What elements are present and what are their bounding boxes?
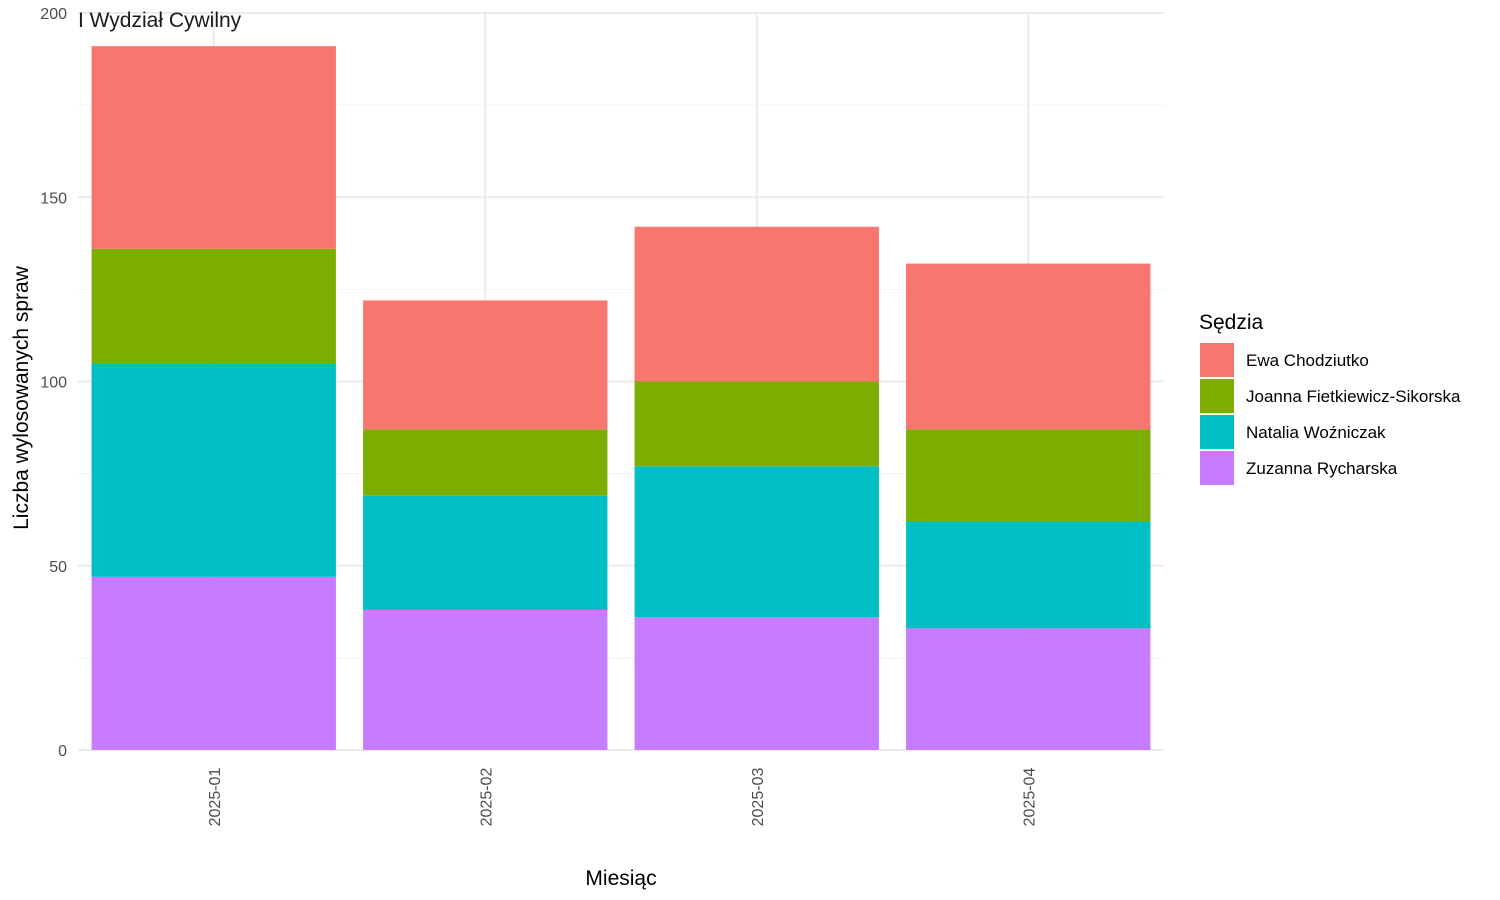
y-tick-label: 100: [40, 375, 67, 392]
legend-item: Joanna Fietkiewicz-Sikorska: [1200, 379, 1461, 413]
legend: Sędzia Ewa Chodziutko Joanna Fietkiewicz-…: [1199, 311, 1461, 485]
bar-segment: [634, 226, 879, 382]
bar-segment: [91, 248, 336, 364]
x-tick-label: 2025-01: [207, 768, 224, 827]
legend-label: Ewa Chodziutko: [1246, 351, 1369, 370]
bar-segment: [91, 46, 336, 249]
bar-segment: [906, 429, 1151, 522]
bar-segment: [906, 628, 1151, 750]
legend-items: Ewa Chodziutko Joanna Fietkiewicz-Sikorsk…: [1200, 343, 1461, 485]
legend-label: Joanna Fietkiewicz-Sikorska: [1246, 387, 1461, 406]
legend-label: Natalia Woźniczak: [1246, 423, 1386, 442]
legend-key: [1200, 451, 1234, 485]
legend-item: Natalia Woźniczak: [1200, 415, 1386, 449]
bar-segment: [363, 495, 608, 610]
bar-segment: [363, 300, 608, 430]
x-tick-label: 2025-03: [750, 768, 767, 827]
y-axis-title: Liczba wylosowanych spraw: [10, 265, 33, 530]
bar-segment: [363, 609, 608, 750]
bar-segment: [363, 429, 608, 496]
x-axis-title: Miesiąc: [585, 867, 656, 890]
legend-title: Sędzia: [1199, 311, 1264, 334]
legend-label: Zuzanna Rycharska: [1246, 459, 1398, 478]
y-tick-label: 150: [40, 190, 67, 207]
axis-layer: 0 50 100 150 200 2025-01 2025-02 2025-03 2025-04: [40, 6, 1038, 826]
bar-segment: [91, 363, 336, 577]
x-tick-label: 2025-02: [478, 768, 495, 827]
y-tick-label: 50: [49, 559, 67, 576]
bar-segment: [634, 617, 879, 750]
bar-segment: [634, 381, 879, 467]
y-tick-label: 200: [40, 6, 67, 23]
legend-key: [1200, 343, 1234, 377]
x-tick-label: 2025-04: [1021, 768, 1038, 827]
legend-key: [1200, 415, 1234, 449]
bar-segment: [91, 576, 336, 750]
y-tick-label: 0: [58, 743, 67, 760]
bar-segment: [906, 263, 1151, 430]
legend-item: Zuzanna Rycharska: [1200, 451, 1398, 485]
bar-segment: [906, 521, 1151, 629]
legend-key: [1200, 379, 1234, 413]
bar-segment: [634, 466, 879, 618]
bar-layer: [91, 46, 1151, 750]
legend-item: Ewa Chodziutko: [1200, 343, 1369, 377]
facet-title: I Wydział Cywilny: [78, 9, 242, 32]
